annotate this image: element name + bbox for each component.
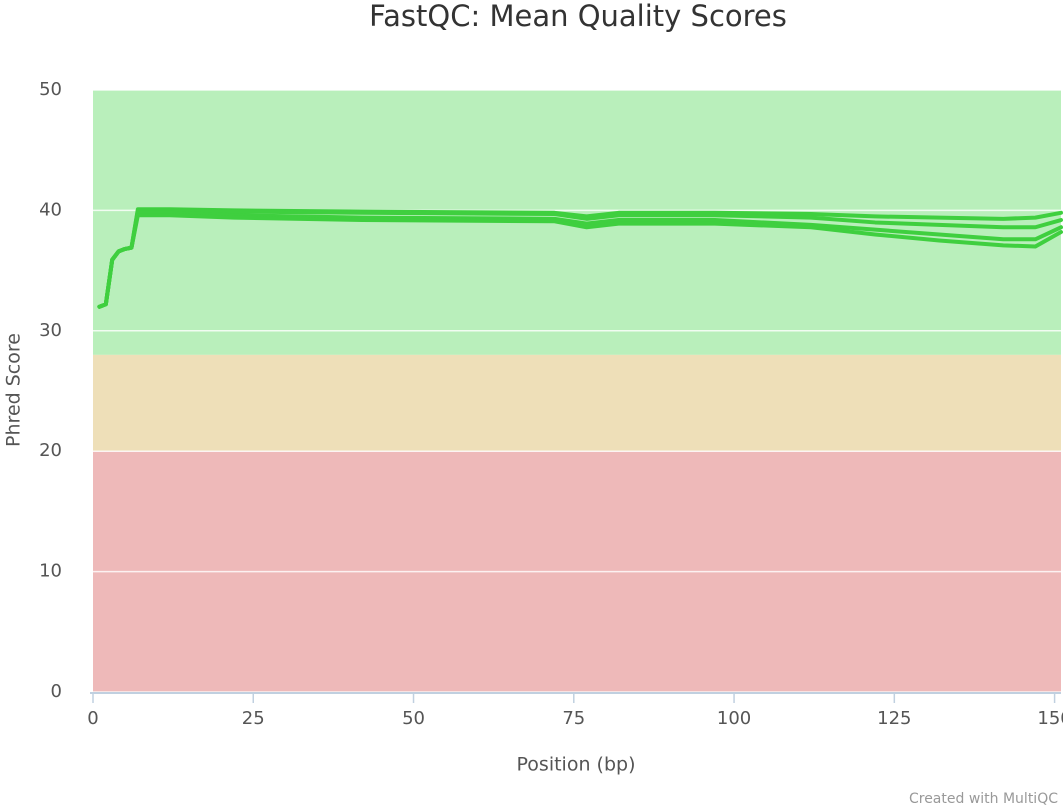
y-tick-label: 10	[39, 561, 62, 582]
y-tick-label: 20	[39, 440, 62, 461]
credit: Created with MultiQC	[909, 791, 1058, 807]
y-axis-label: Phred Score	[3, 333, 25, 447]
x-tick-label: 75	[562, 708, 585, 729]
series-line	[97, 213, 1063, 309]
y-tick-label: 0	[51, 681, 62, 702]
y-tick-label: 50	[39, 79, 62, 100]
plot-band	[93, 354, 1061, 452]
chart-title: FastQC: Mean Quality Scores	[369, 0, 787, 33]
y-tick-label: 30	[39, 320, 62, 341]
x-tick-label: 25	[242, 708, 265, 729]
y-tick-label: 40	[39, 199, 62, 220]
x-tick-label: 50	[402, 708, 425, 729]
x-tick-label: 100	[717, 708, 751, 729]
x-axis-label: Position (bp)	[517, 754, 636, 776]
x-tick-label: 0	[87, 708, 98, 729]
x-tick-label: 125	[877, 708, 911, 729]
x-tick-label: 150	[1037, 708, 1063, 729]
